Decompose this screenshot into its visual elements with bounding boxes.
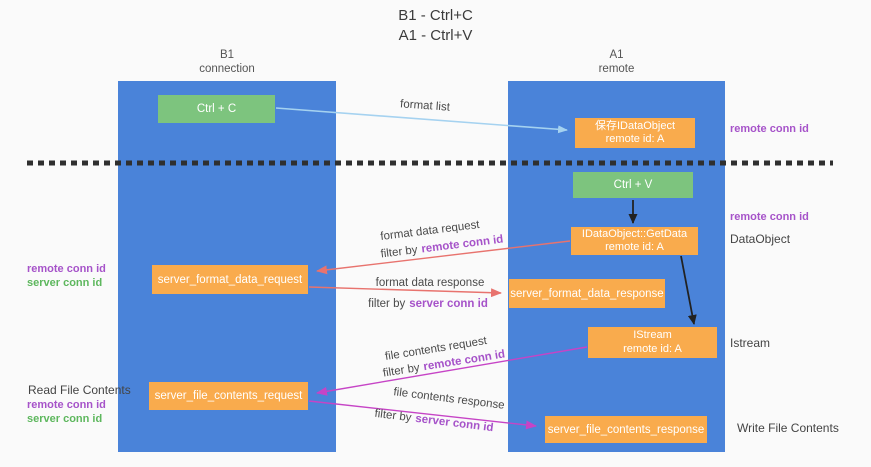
edge-label-format-data-response-text: format data response — [375, 277, 485, 289]
stack-server-conn-id: server conn id — [27, 412, 103, 425]
conn-id-stack-file: remote conn id server conn id — [27, 399, 106, 426]
node-idataobject-getdata-line1: IDataObject::GetData — [581, 227, 688, 240]
stack-remote-conn-id: remote conn id — [27, 263, 106, 275]
title-line-2: A1 - Ctrl+V — [398, 27, 473, 44]
stack-remote-conn-id: remote conn id — [27, 399, 106, 411]
right-column-role: remote — [598, 62, 635, 75]
node-save-idataobject: 保存IDataObject remote id: A — [575, 118, 695, 148]
side-label-istream: Istream — [730, 336, 771, 350]
node-idataobject-getdata-line2: remote id: A — [605, 241, 664, 253]
node-server-file-contents-response: server_file_contents_response — [545, 416, 707, 443]
node-save-idataobject-line1: 保存IDataObject — [594, 119, 676, 132]
node-idataobject-getdata: IDataObject::GetData remote id: A — [571, 227, 698, 255]
stack-server-conn-id: server conn id — [27, 276, 103, 289]
node-ctrl-c-label: Ctrl + C — [196, 103, 237, 115]
node-ctrl-v: Ctrl + V — [573, 172, 693, 198]
edge-label-format-list: format list — [400, 98, 451, 113]
node-server-format-data-response: server_format_data_response — [509, 279, 665, 308]
side-label-remote-conn-id-top: remote conn id — [730, 123, 809, 135]
filter-by-text: filter by — [368, 298, 406, 310]
server-conn-id-text: server conn id — [414, 412, 495, 435]
title-line-1: B1 - Ctrl+C — [398, 7, 473, 24]
node-server-format-data-response-label: server_format_data_response — [510, 287, 664, 300]
node-istream: IStream remote id: A — [588, 327, 717, 358]
node-istream-line1: IStream — [633, 329, 672, 341]
node-server-file-contents-response-label: server_file_contents_response — [547, 423, 705, 436]
node-ctrl-c: Ctrl + C — [158, 95, 275, 123]
node-save-idataobject-line2: remote id: A — [605, 133, 665, 145]
filter-by-text: filter by — [379, 244, 419, 261]
edge-label-file-contents-response-text: file contents response — [392, 386, 506, 412]
node-istream-line2: remote id: A — [623, 342, 682, 355]
node-server-format-data-request: server_format_data_request — [152, 265, 308, 294]
remote-conn-id-text: remote conn id — [420, 233, 505, 256]
edge-label-file-contents-response: file contents response — [393, 386, 506, 412]
filter-by-text: filter by — [382, 361, 421, 380]
edge-label-filter-server-1: filter by server conn id — [368, 298, 488, 310]
server-conn-id-text: server conn id — [409, 298, 488, 310]
conn-id-stack-format: remote conn id server conn id — [27, 263, 106, 290]
side-label-remote-conn-id-mid: remote conn id — [730, 211, 809, 223]
node-server-file-contents-request-label: server_file_contents_request — [154, 390, 303, 402]
diagram-title: B1 - Ctrl+C A1 - Ctrl+V — [0, 6, 871, 46]
side-label-write-file-contents: Write File Contents — [737, 421, 839, 435]
right-column-header: A1 remote — [508, 49, 725, 76]
left-column-name: B1 — [219, 49, 235, 61]
side-label-dataobject: DataObject — [730, 232, 791, 246]
node-server-format-data-request-label: server_format_data_request — [157, 273, 303, 286]
filter-by-text: filter by — [373, 407, 413, 425]
edge-label-filter-server-2: filter by server conn id — [374, 408, 494, 434]
edge-label-format-list-text: format list — [399, 98, 451, 114]
left-column-header: B1 connection — [118, 49, 336, 76]
left-column-role: connection — [199, 62, 255, 75]
edge-label-format-data-response: format data response — [376, 277, 485, 289]
node-ctrl-v-label: Ctrl + V — [613, 179, 653, 191]
side-label-read-file-contents: Read File Contents — [28, 383, 131, 397]
node-server-file-contents-request: server_file_contents_request — [149, 382, 308, 410]
right-column-name: A1 — [609, 49, 624, 61]
